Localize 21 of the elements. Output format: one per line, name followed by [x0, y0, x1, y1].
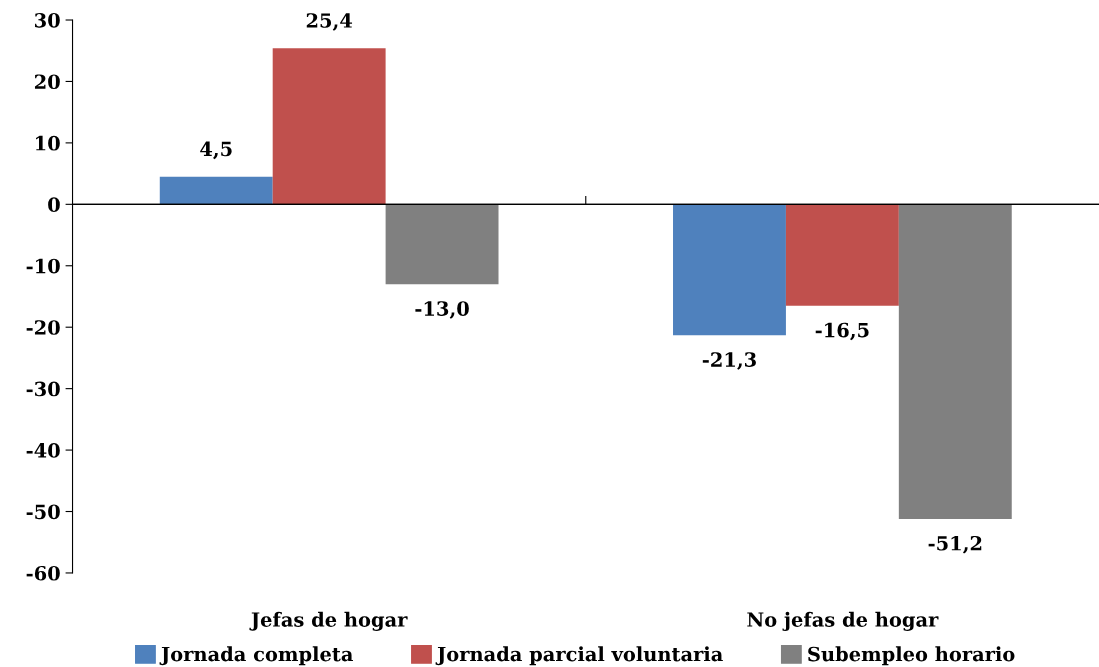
y-tick-label: 0	[48, 197, 60, 212]
data-label: 25,4	[306, 13, 353, 31]
data-label: -51,2	[928, 535, 982, 554]
y-tick-label: -40	[26, 443, 60, 458]
x-tick-label: Jefas de hogar	[249, 611, 408, 631]
y-tick-label: -30	[26, 381, 60, 397]
y-tick-label: -10	[26, 258, 60, 274]
legend-label: Jornada parcial voluntaria	[435, 646, 723, 666]
data-label: -21,3	[702, 352, 756, 370]
y-tick-label: -50	[26, 504, 60, 520]
y-tick-label: 30	[35, 12, 60, 28]
x-tick-label: No jefas de hogar	[747, 611, 939, 631]
legend-label: Subempleo horario	[808, 646, 1015, 666]
data-label: -13,0	[415, 301, 469, 319]
y-tick-label: -60	[26, 565, 60, 581]
legend-label: Jornada completa	[159, 646, 353, 666]
y-tick-label: 20	[34, 74, 60, 90]
y-tick-label: 10	[36, 135, 60, 151]
data-label: -16,5	[815, 322, 869, 341]
y-tick-label: -20	[26, 320, 60, 335]
data-label: 4,5	[200, 141, 232, 160]
